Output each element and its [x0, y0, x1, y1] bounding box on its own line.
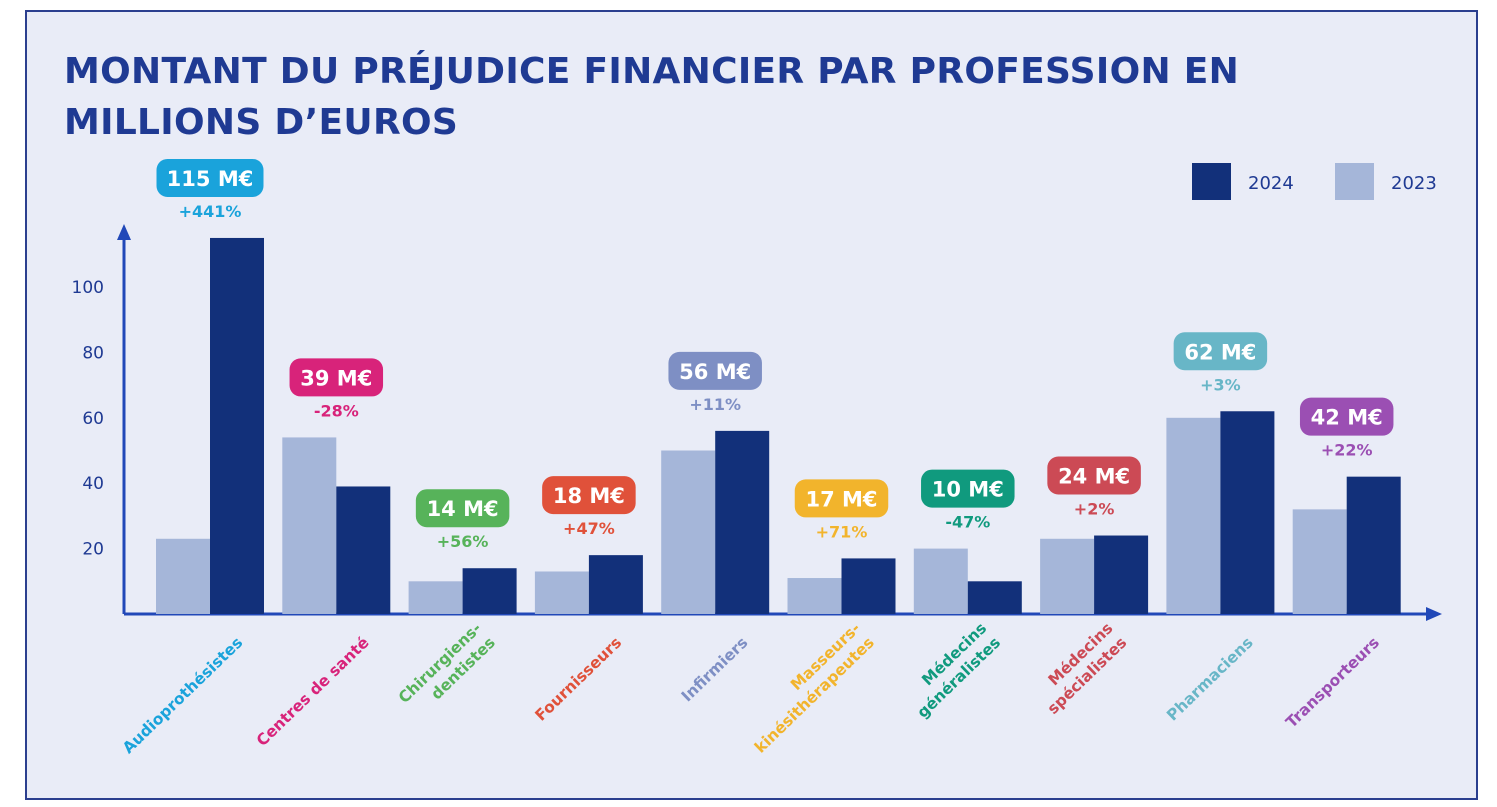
- bar-2023: [787, 578, 842, 614]
- change-percent-label: -28%: [314, 401, 359, 420]
- value-badge: [1173, 332, 1268, 371]
- category-label: Pharmaciens: [1163, 634, 1256, 725]
- chart-frame: [25, 10, 1478, 800]
- value-badge-label: 115 M€: [167, 167, 254, 191]
- value-badge: [415, 489, 510, 528]
- category-label-line: Centres de santé: [253, 634, 373, 750]
- bar-2023: [534, 571, 589, 614]
- category-label: Infirmiers: [678, 634, 751, 706]
- bar-2023: [156, 538, 210, 614]
- category-label: Centres de santé: [253, 634, 373, 750]
- bar-2024: [1094, 535, 1149, 614]
- category-label-line: Fournisseurs: [532, 634, 625, 725]
- value-badge-label: 42 M€: [1311, 406, 1383, 430]
- bar-2024: [462, 568, 517, 614]
- bar-2023: [1040, 538, 1095, 614]
- change-percent-label: +441%: [179, 202, 242, 221]
- category-label: Fournisseurs: [532, 634, 625, 725]
- bar-2024: [715, 430, 770, 614]
- y-tick-label: 60: [82, 409, 104, 429]
- category-label-line: kinésithérapeutes: [751, 634, 878, 757]
- legend-swatch-2024: [1192, 163, 1231, 200]
- bar-2023: [1292, 509, 1347, 614]
- bar-2024: [1220, 411, 1275, 614]
- value-badge-label: 56 M€: [679, 360, 751, 384]
- change-percent-label: +56%: [437, 532, 489, 551]
- bar-2024: [967, 581, 1022, 614]
- value-badge: [921, 469, 1015, 508]
- bar-2023: [913, 548, 968, 614]
- category-label-line: Audioprothésistes: [119, 634, 246, 758]
- category-label-line: Infirmiers: [678, 634, 751, 706]
- bar-2024: [336, 486, 391, 614]
- bar-2023: [1166, 417, 1221, 614]
- change-percent-label: -47%: [945, 513, 990, 532]
- y-axis-arrow-icon: [117, 224, 131, 240]
- value-badge-label: 14 M€: [427, 497, 499, 521]
- y-tick-label: 80: [82, 343, 104, 363]
- value-badge: [1047, 456, 1141, 495]
- bar-2024: [1346, 476, 1401, 614]
- chart-title: MONTANT DU PRÉJUDICE FINANCIER PAR PROFE…: [64, 51, 1240, 143]
- legend-label-2024: 2024: [1248, 173, 1294, 194]
- bar-2023: [282, 437, 337, 614]
- x-axis-arrow-icon: [1426, 607, 1442, 621]
- value-badge-label: 39 M€: [300, 366, 372, 390]
- category-label-line: Transporteurs: [1282, 634, 1383, 732]
- y-tick-label: 20: [82, 540, 104, 560]
- bar-2024: [841, 558, 896, 614]
- value-badge: [794, 479, 889, 518]
- value-badge: [668, 351, 762, 390]
- change-percent-label: +11%: [689, 395, 741, 414]
- value-badge: [1299, 397, 1394, 436]
- value-badge-label: 62 M€: [1184, 340, 1256, 364]
- change-percent-label: +2%: [1074, 500, 1115, 519]
- bar-2024: [210, 237, 264, 614]
- bar-2023: [408, 581, 463, 614]
- change-percent-label: +71%: [816, 522, 868, 541]
- value-badge: [289, 358, 384, 397]
- category-label: Transporteurs: [1282, 634, 1383, 732]
- change-percent-label: +47%: [563, 519, 615, 538]
- value-badge-label: 24 M€: [1058, 465, 1130, 489]
- category-label: Masseurs-kinésithérapeutes: [751, 619, 878, 757]
- category-label-line: Pharmaciens: [1163, 634, 1256, 725]
- change-percent-label: +3%: [1200, 375, 1241, 394]
- legend-swatch-2023: [1335, 163, 1374, 200]
- value-badge: [542, 476, 636, 515]
- y-tick-label: 40: [82, 474, 104, 494]
- value-badge-label: 17 M€: [805, 487, 877, 511]
- value-badge-label: 10 M€: [932, 478, 1004, 502]
- category-label: Audioprothésistes: [119, 634, 246, 758]
- bar-2023: [661, 450, 716, 614]
- change-percent-label: +22%: [1321, 441, 1373, 460]
- category-label: Chirurgiens-dentistes: [395, 619, 499, 707]
- value-badge-label: 18 M€: [553, 484, 625, 508]
- bar-2024: [588, 555, 643, 614]
- legend-label-2023: 2023: [1391, 173, 1437, 194]
- value-badge: [156, 158, 264, 197]
- y-tick-label: 100: [72, 278, 104, 298]
